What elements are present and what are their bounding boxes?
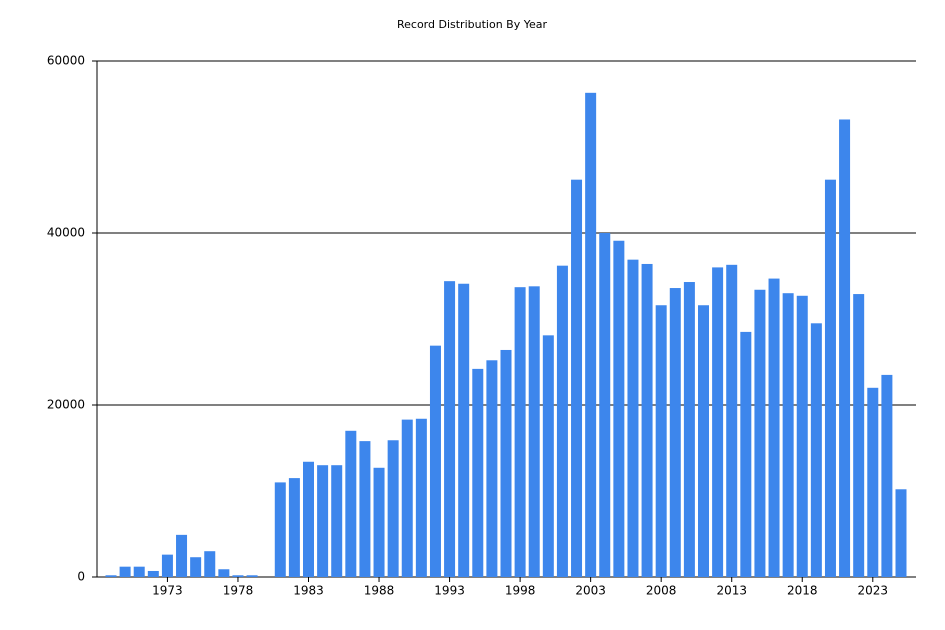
bar <box>514 287 526 577</box>
bar <box>204 551 216 577</box>
bar <box>824 179 836 577</box>
x-tick-label: 2013 <box>716 584 747 598</box>
bar <box>768 278 780 577</box>
bar <box>373 467 385 577</box>
bar <box>599 233 611 577</box>
bar <box>119 566 131 577</box>
bar <box>218 569 230 577</box>
bar <box>712 267 724 577</box>
bar <box>740 331 752 577</box>
bar <box>613 240 625 578</box>
bar <box>571 179 583 577</box>
bar <box>401 419 413 577</box>
bar <box>274 482 286 577</box>
bar <box>585 92 597 577</box>
bar <box>867 387 879 577</box>
bar <box>895 489 907 577</box>
bar <box>161 554 173 577</box>
bar <box>655 305 667 577</box>
bar <box>486 360 498 577</box>
x-tick-label: 2008 <box>646 584 677 598</box>
bar <box>698 305 709 577</box>
bar <box>345 430 357 577</box>
bar <box>232 575 244 577</box>
bar <box>303 461 314 577</box>
chart-title: Record Distribution By Year <box>397 18 547 31</box>
x-tick-label: 1993 <box>434 584 465 598</box>
bar <box>246 575 258 577</box>
bar <box>556 265 568 577</box>
x-tick-label: 1988 <box>364 584 395 598</box>
bar <box>176 534 188 577</box>
bar <box>472 368 484 577</box>
bar <box>726 264 738 577</box>
bar <box>796 295 808 577</box>
bar <box>288 478 300 577</box>
bar <box>627 259 639 577</box>
bar <box>444 281 456 577</box>
bar <box>190 557 202 577</box>
x-tick-label: 1973 <box>152 584 183 598</box>
bar <box>105 575 117 577</box>
bar <box>754 289 766 577</box>
x-tick-label: 1983 <box>293 584 324 598</box>
bar <box>415 418 427 577</box>
bar <box>500 349 512 577</box>
bar <box>810 323 822 577</box>
x-tick-label: 2003 <box>575 584 606 598</box>
x-tick-label: 1998 <box>505 584 536 598</box>
y-tick-label: 20000 <box>47 398 85 412</box>
bar <box>542 335 554 577</box>
bar <box>359 441 371 577</box>
y-tick-label: 40000 <box>47 226 85 240</box>
x-tick-label: 2023 <box>858 584 889 598</box>
bar <box>429 345 441 577</box>
y-tick-label: 60000 <box>47 54 85 68</box>
bar <box>458 283 470 577</box>
y-tick-label: 0 <box>77 570 85 584</box>
bar <box>331 465 343 577</box>
bar <box>641 263 653 577</box>
bar <box>669 288 681 577</box>
x-tick-label: 1978 <box>223 584 254 598</box>
bar <box>317 465 329 577</box>
bar <box>782 293 794 577</box>
bar <box>133 566 145 577</box>
bar <box>881 374 893 577</box>
bar <box>839 119 851 577</box>
bar <box>387 440 399 577</box>
bar <box>528 286 540 577</box>
bar <box>147 570 159 577</box>
x-tick-label: 2018 <box>787 584 818 598</box>
bar <box>683 282 695 577</box>
bar <box>853 294 865 577</box>
